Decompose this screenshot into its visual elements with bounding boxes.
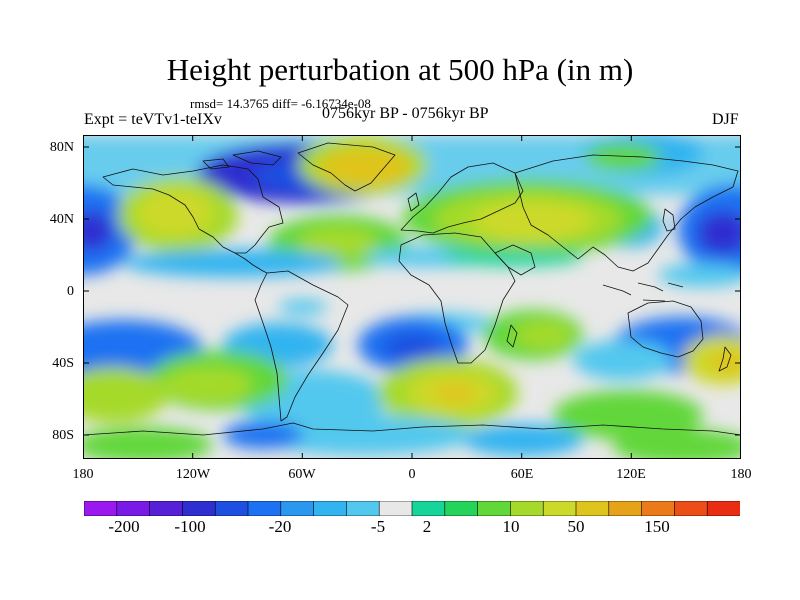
tick-marks: [83, 135, 741, 459]
lon-tick-120w: 120W: [175, 467, 211, 482]
lat-tick-80n: 80N: [49, 140, 74, 155]
colorbar: [84, 501, 740, 516]
colorbar-swatch: [116, 501, 151, 516]
colorbar-swatch: [313, 501, 348, 516]
lat-tick-0: 0: [67, 284, 74, 299]
experiment-label: Expt = teVTv1-teIXv: [84, 111, 222, 128]
colorbar-swatch: [706, 501, 740, 516]
colorbar-label-m5: -5: [370, 517, 386, 536]
colorbar-swatch: [608, 501, 643, 516]
lon-tick-180e: 180: [730, 467, 752, 482]
colorbar-swatch: [510, 501, 544, 516]
colorbar-label-m100: -100: [174, 517, 206, 536]
lon-tick-0: 0: [408, 467, 416, 482]
plot-title: Height perturbation at 500 hPa (in m): [166, 52, 634, 87]
colorbar-swatch: [247, 501, 282, 516]
colorbar-label-2: 2: [422, 517, 432, 536]
colorbar-swatch: [378, 501, 413, 516]
colorbar-swatch: [477, 501, 512, 516]
colorbar-swatch: [149, 501, 184, 516]
lon-tick-180w: 180: [72, 467, 94, 482]
colorbar-swatch: [444, 501, 479, 516]
lon-tick-60e: 60E: [510, 467, 534, 482]
colorbar-swatch: [542, 501, 577, 516]
period-label: 0756kyr BP - 0756kyr BP: [322, 105, 489, 122]
colorbar-swatch: [182, 501, 217, 516]
coastlines: [83, 142, 741, 436]
colorbar-label-10: 10: [502, 517, 520, 536]
stats-label: rmsd= 14.3765 diff= -6.16734e-08: [190, 96, 371, 111]
colorbar-swatch: [641, 501, 676, 516]
lat-tick-80s: 80S: [52, 428, 74, 443]
season-label: DJF: [712, 111, 739, 128]
colorbar-swatch: [84, 501, 118, 516]
colorbar-label-m200: -200: [108, 517, 140, 536]
colorbar-swatch: [411, 501, 446, 516]
colorbar-swatch: [214, 501, 249, 516]
anomaly-field: [83, 135, 741, 459]
lon-tick-60w: 60W: [288, 467, 316, 482]
colorbar-label-m20: -20: [268, 517, 292, 536]
colorbar-swatch: [280, 501, 315, 516]
colorbar-label-50: 50: [567, 517, 585, 536]
lat-tick-40s: 40S: [52, 356, 74, 371]
colorbar-swatch: [346, 501, 380, 516]
contour-map: [83, 135, 741, 459]
colorbar-label-150: 150: [644, 517, 670, 536]
lat-tick-40n: 40N: [49, 212, 74, 227]
lon-tick-120e: 120E: [616, 467, 646, 482]
colorbar-swatch: [575, 501, 610, 516]
colorbar-swatch: [674, 501, 709, 516]
